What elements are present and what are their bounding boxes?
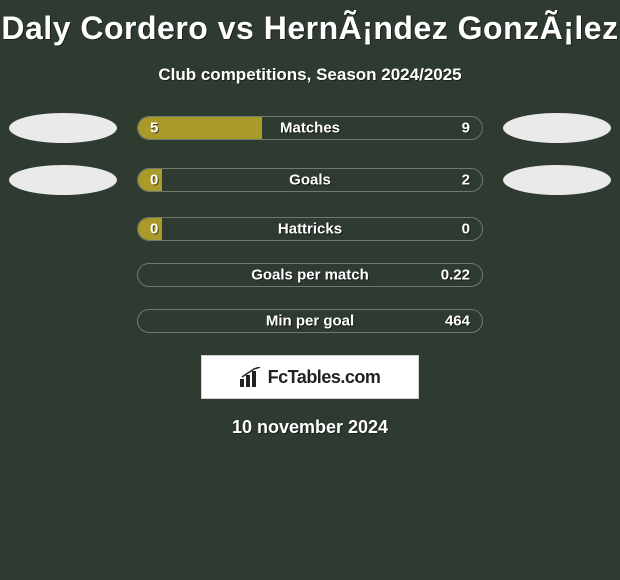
subtitle: Club competitions, Season 2024/2025 <box>0 65 620 85</box>
comparison-list: 5Matches90Goals20Hattricks0Goals per mat… <box>0 113 620 333</box>
stat-label: Goals per match <box>138 267 482 284</box>
stat-bar: Goals per match0.22 <box>137 263 483 287</box>
comparison-row: 0Goals2 <box>0 165 620 195</box>
branding-text: FcTables.com <box>268 367 381 388</box>
comparison-row: Min per goal464 <box>0 309 620 333</box>
right-player-ellipse <box>503 113 611 143</box>
left-player-ellipse <box>9 165 117 195</box>
stat-bar: 0Hattricks0 <box>137 217 483 241</box>
date-text: 10 november 2024 <box>0 417 620 438</box>
branding-box[interactable]: FcTables.com <box>201 355 419 399</box>
comparison-row: Goals per match0.22 <box>0 263 620 287</box>
stat-label: Min per goal <box>138 313 482 330</box>
page-title: Daly Cordero vs HernÃ¡ndez GonzÃ¡lez <box>0 0 620 47</box>
comparison-row: 0Hattricks0 <box>0 217 620 241</box>
stat-bar: 5Matches9 <box>137 116 483 140</box>
comparison-row: 5Matches9 <box>0 113 620 143</box>
left-player-ellipse <box>9 113 117 143</box>
stat-bar-fill <box>138 169 162 191</box>
stat-right-value: 0.22 <box>441 267 470 284</box>
stat-bar: Min per goal464 <box>137 309 483 333</box>
stat-bar: 0Goals2 <box>137 168 483 192</box>
stat-bar-fill <box>138 218 162 240</box>
stat-bar-fill <box>138 117 262 139</box>
stat-right-value: 464 <box>445 313 470 330</box>
stat-label: Goals <box>138 172 482 189</box>
branding-chart-icon <box>240 367 262 387</box>
stat-right-value: 2 <box>462 172 470 189</box>
right-player-ellipse <box>503 165 611 195</box>
stat-right-value: 9 <box>462 120 470 137</box>
stat-right-value: 0 <box>462 221 470 238</box>
stat-label: Hattricks <box>138 221 482 238</box>
